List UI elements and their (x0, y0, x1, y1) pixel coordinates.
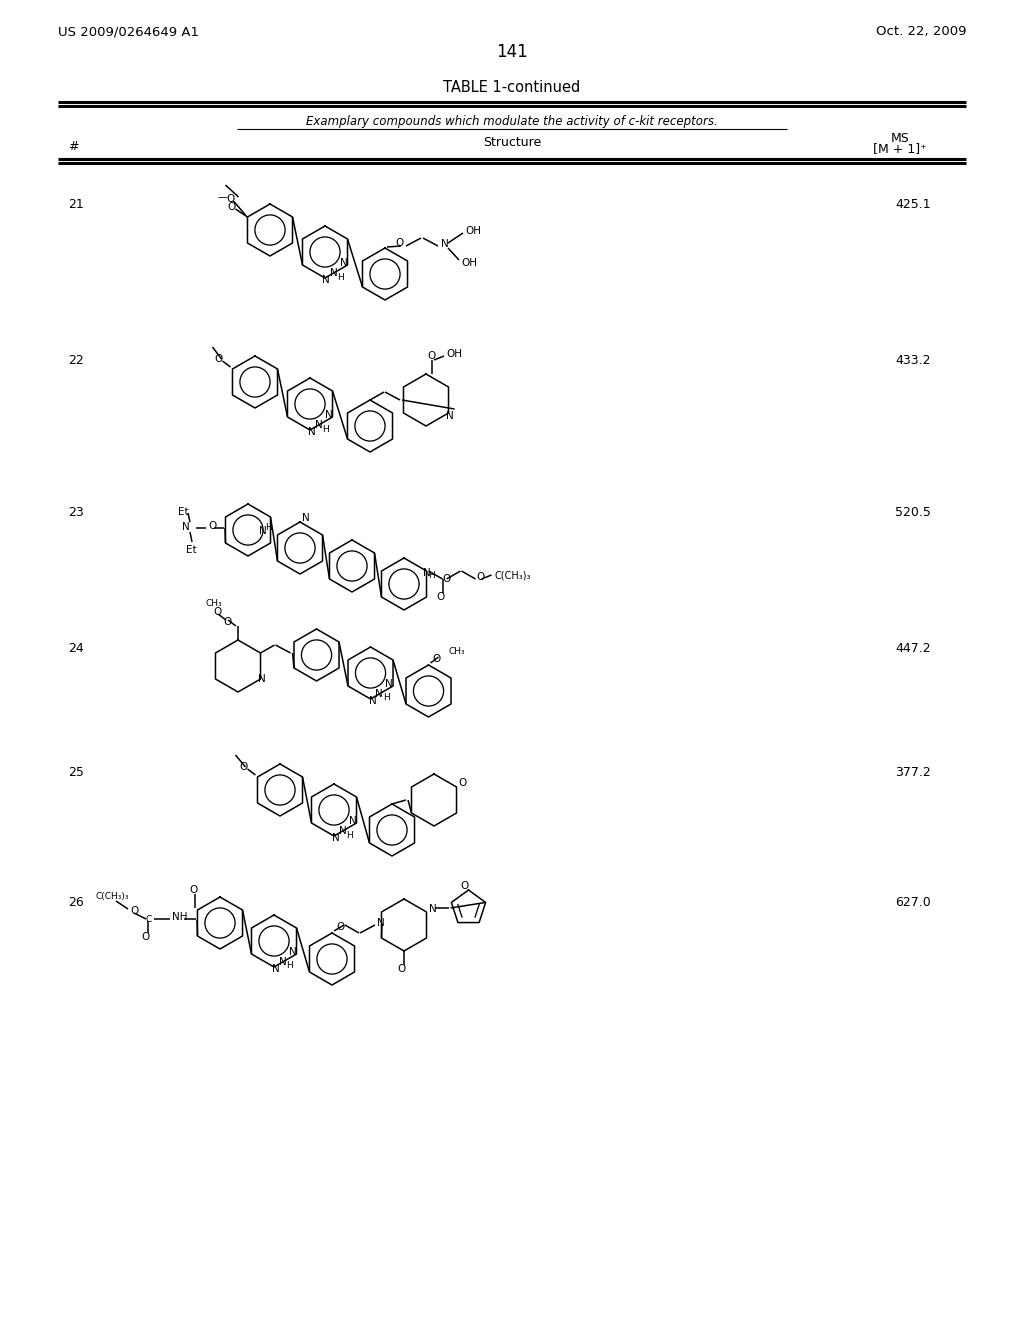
Text: O: O (395, 238, 403, 248)
Text: 21: 21 (68, 198, 84, 211)
Text: O: O (214, 354, 222, 364)
Text: N: N (428, 904, 436, 913)
Text: O: O (428, 351, 436, 360)
Text: 627.0: 627.0 (895, 895, 931, 908)
Text: H: H (428, 570, 435, 579)
Text: N: N (325, 411, 332, 420)
Text: N: N (377, 917, 385, 928)
Text: N: N (259, 525, 267, 536)
Text: 23: 23 (68, 506, 84, 519)
Text: O: O (214, 607, 222, 616)
Text: N: N (348, 816, 356, 826)
Text: CH₃: CH₃ (206, 599, 222, 609)
Text: N: N (423, 568, 430, 578)
Text: 141: 141 (496, 44, 528, 61)
Text: N: N (272, 964, 280, 974)
Text: H: H (265, 523, 272, 532)
Text: 433.2: 433.2 (895, 354, 931, 367)
Text: 25: 25 (68, 766, 84, 779)
Text: N: N (302, 513, 309, 523)
Text: C(CH₃)₃: C(CH₃)₃ (96, 892, 129, 902)
Text: 26: 26 (68, 895, 84, 908)
Text: O: O (208, 521, 216, 531)
Text: 377.2: 377.2 (895, 766, 931, 779)
Text: O: O (461, 880, 469, 891)
Text: O: O (130, 906, 138, 916)
Text: N: N (279, 957, 287, 968)
Text: O: O (227, 202, 236, 213)
Text: 520.5: 520.5 (895, 506, 931, 519)
Text: O: O (226, 194, 234, 205)
Text: N: N (339, 826, 346, 836)
Text: OH: OH (465, 226, 481, 236)
Text: 24: 24 (68, 642, 84, 655)
Text: N: N (308, 426, 315, 437)
Text: OH: OH (461, 257, 477, 268)
Text: N: N (332, 833, 340, 843)
Text: N: N (182, 521, 189, 532)
Text: C(CH₃)₃: C(CH₃)₃ (495, 570, 531, 579)
Text: #: # (68, 140, 79, 153)
Text: MS: MS (891, 132, 909, 144)
Text: H: H (346, 830, 353, 840)
Text: N: N (375, 689, 383, 700)
Text: H: H (287, 961, 293, 970)
Text: 425.1: 425.1 (895, 198, 931, 211)
Text: O: O (476, 572, 484, 582)
Text: CH₃: CH₃ (449, 647, 465, 656)
Text: N: N (314, 420, 323, 430)
Text: [M + 1]⁺: [M + 1]⁺ (873, 143, 927, 156)
Text: N: N (257, 675, 265, 684)
Text: N: N (340, 257, 347, 268)
Text: N: N (441, 239, 449, 249)
Text: O: O (398, 964, 407, 974)
Text: H: H (383, 693, 390, 702)
Text: —: — (217, 191, 227, 202)
Text: N: N (322, 275, 330, 285)
Text: O: O (436, 591, 444, 602)
Text: O: O (459, 777, 467, 788)
Text: TABLE 1-continued: TABLE 1-continued (443, 81, 581, 95)
Text: O: O (224, 616, 232, 627)
Text: 447.2: 447.2 (895, 642, 931, 655)
Text: Et: Et (178, 507, 188, 517)
Text: O: O (240, 762, 248, 772)
Text: O: O (336, 921, 344, 932)
Text: H: H (323, 425, 330, 433)
Text: O: O (189, 884, 198, 895)
Text: Oct. 22, 2009: Oct. 22, 2009 (876, 25, 966, 38)
Text: O: O (142, 932, 151, 942)
Text: US 2009/0264649 A1: US 2009/0264649 A1 (58, 25, 199, 38)
Text: O: O (432, 653, 440, 664)
Text: N: N (369, 696, 376, 706)
Text: NH: NH (172, 912, 187, 921)
Text: O: O (442, 574, 451, 583)
Text: N: N (445, 411, 454, 421)
Text: N: N (330, 268, 337, 279)
Text: C: C (146, 915, 153, 924)
Text: N: N (289, 946, 296, 957)
Text: H: H (338, 272, 344, 281)
Text: Et: Et (186, 545, 197, 554)
Text: OH: OH (446, 348, 462, 359)
Text: Examplary compounds which modulate the activity of c-kit receptors.: Examplary compounds which modulate the a… (306, 116, 718, 128)
Text: Structure: Structure (483, 136, 541, 149)
Text: N: N (385, 678, 393, 689)
Text: 22: 22 (68, 354, 84, 367)
